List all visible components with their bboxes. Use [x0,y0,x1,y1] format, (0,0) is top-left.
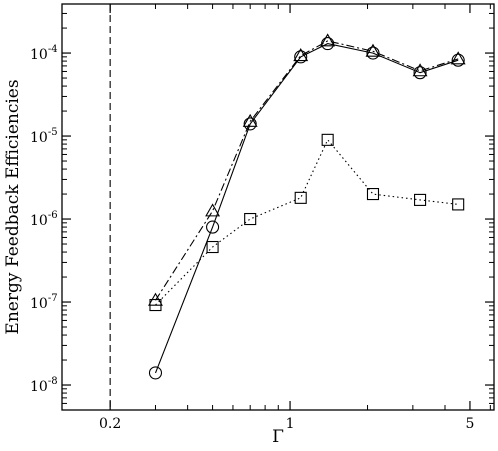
square-marker [452,198,465,211]
circle-marker [413,66,427,80]
circle-marker [294,50,308,64]
series-line-dotted [155,138,459,306]
circle-marker [366,46,380,60]
triangle-marker [412,63,428,77]
x-axis-title: Γ [272,427,284,446]
ticks-layer: 0.2 1 5 10-8 10-7 10-6 10-5 10-4 [30,4,494,432]
x-tick-label: 5 [465,416,474,432]
y-tick-label: 10-4 [30,44,58,63]
triangle-marker [450,51,466,65]
x-tick-label: 1 [286,416,295,432]
circle-marker [451,53,465,67]
circle-marker [243,117,257,131]
series-triangle [148,33,466,306]
series-line-dash-dot [155,40,459,301]
series-layer [148,33,466,380]
square-marker [321,133,334,146]
square-marker [294,191,307,204]
triangle-marker [205,203,221,217]
circle-marker [206,220,220,234]
triangle-marker [293,48,309,62]
triangle-marker [242,113,258,127]
square-marker [244,212,257,226]
series-circle [148,37,465,380]
y-tick-label: 10-7 [30,293,58,312]
square-marker [414,193,427,206]
y-tick-label: 10-5 [30,127,58,146]
square-marker [206,240,219,254]
y-tick-label: 10-8 [30,376,58,395]
square-marker [366,188,380,201]
triangle-marker [320,33,336,47]
circle-marker [148,366,163,380]
triangle-marker [365,43,381,57]
y-tick-label: 10-6 [30,210,58,229]
series-square [149,133,465,312]
series-line-solid [154,43,459,374]
x-tick-label: 0.2 [99,416,121,432]
y-axis-title: Energy Feedback Efficiencies [3,79,23,334]
square-marker [149,298,162,312]
